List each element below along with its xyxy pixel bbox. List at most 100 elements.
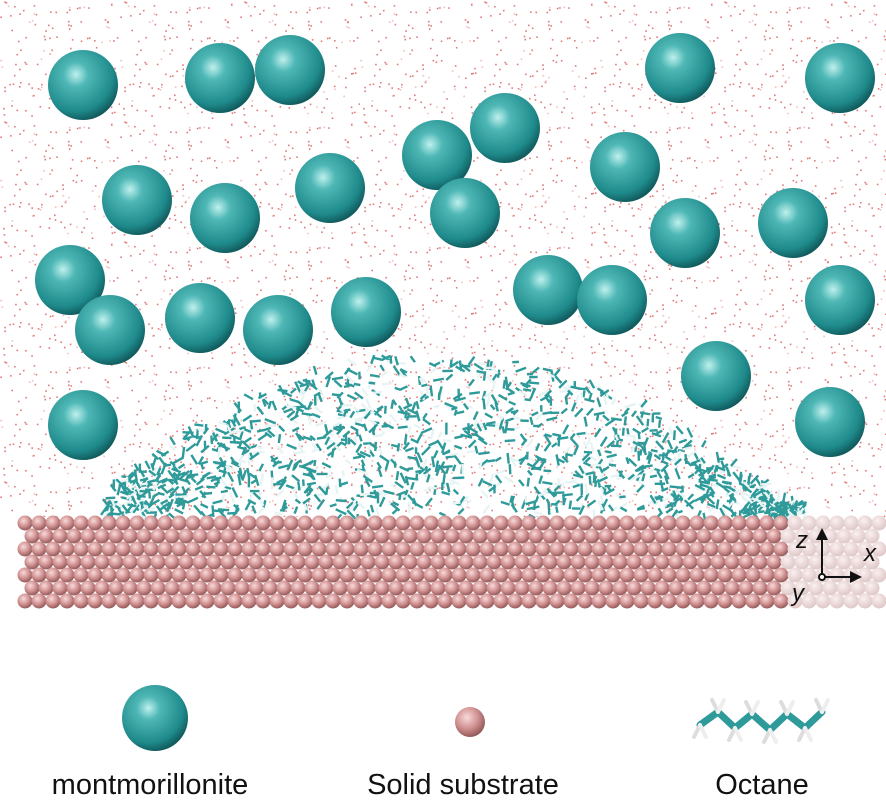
substrate-atom <box>648 542 663 557</box>
substrate-atom <box>655 555 670 570</box>
substrate-atom <box>585 555 600 570</box>
substrate-atom <box>550 542 565 557</box>
substrate-atom <box>417 529 432 544</box>
substrate-atom <box>760 516 775 531</box>
substrate-atom <box>396 516 411 531</box>
substrate-atom <box>186 594 201 609</box>
z-label: z <box>795 527 808 554</box>
octane-bond <box>293 452 305 453</box>
octane-bond <box>183 432 194 433</box>
substrate-atom <box>214 568 229 583</box>
substrate-atom <box>753 581 768 596</box>
substrate-atom <box>235 555 250 570</box>
octane-bond <box>206 487 215 488</box>
substrate-atom <box>53 581 68 596</box>
substrate-atom <box>774 594 789 609</box>
substrate-atom <box>284 542 299 557</box>
octane-bond <box>249 454 250 465</box>
substrate-atom <box>53 529 68 544</box>
substrate-atom <box>529 529 544 544</box>
substrate-atom <box>74 542 89 557</box>
substrate-atom <box>228 594 243 609</box>
substrate-atom <box>298 542 313 557</box>
substrate-atom <box>620 516 635 531</box>
montmorillonite-particle <box>805 43 875 113</box>
substrate-atom <box>739 581 754 596</box>
octane-bond <box>659 455 668 456</box>
substrate-atom <box>235 529 250 544</box>
substrate-atom <box>172 516 187 531</box>
octane-bond <box>584 452 592 453</box>
substrate-atom <box>620 568 635 583</box>
substrate-atom <box>872 594 886 609</box>
substrate-atom <box>368 568 383 583</box>
substrate-atom <box>368 516 383 531</box>
substrate-atom <box>291 581 306 596</box>
substrate-atom <box>32 516 47 531</box>
substrate-atom <box>417 555 432 570</box>
substrate-atom <box>494 516 509 531</box>
substrate-atom <box>767 581 782 596</box>
octane-bond <box>176 496 188 497</box>
substrate-atom <box>102 542 117 557</box>
substrate-atom <box>270 542 285 557</box>
octane-bond <box>779 512 787 513</box>
substrate-atom <box>634 516 649 531</box>
octane-bond <box>770 714 787 730</box>
substrate-atom <box>200 542 215 557</box>
substrate-atom <box>312 568 327 583</box>
substrate-atom <box>697 581 712 596</box>
substrate-atom <box>18 542 33 557</box>
substrate-atom <box>144 568 159 583</box>
substrate-atom <box>130 542 145 557</box>
substrate-atom <box>669 555 684 570</box>
substrate-atom <box>515 581 530 596</box>
substrate-atom <box>445 581 460 596</box>
substrate-atom <box>396 568 411 583</box>
octane-bond <box>758 511 764 512</box>
octane-bond <box>360 494 369 495</box>
octane-bond <box>498 370 499 378</box>
substrate-atom <box>354 542 369 557</box>
substrate-atom <box>319 581 334 596</box>
substrate-atom <box>382 542 397 557</box>
substrate-atom <box>669 529 684 544</box>
octane-bond <box>707 480 717 481</box>
substrate-atom <box>697 529 712 544</box>
substrate-atom <box>95 581 110 596</box>
substrate-atom <box>578 542 593 557</box>
octane-bond <box>564 498 566 504</box>
substrate-atom <box>837 529 852 544</box>
substrate-atom <box>459 555 474 570</box>
octane-bond <box>469 392 480 393</box>
substrate-atom <box>298 516 313 531</box>
octane-bond <box>651 450 658 451</box>
octane-bond <box>674 430 675 440</box>
substrate-atom <box>725 529 740 544</box>
substrate-atom <box>648 594 663 609</box>
montmorillonite-particle <box>681 341 751 411</box>
montmorillonite-particle <box>430 178 500 248</box>
octane-bond <box>805 712 822 728</box>
substrate-atom <box>361 581 376 596</box>
substrate-atom <box>25 529 40 544</box>
substrate-atom <box>627 555 642 570</box>
substrate-atom <box>767 555 782 570</box>
substrate-atom <box>340 516 355 531</box>
substrate-atom <box>858 594 873 609</box>
substrate-atom <box>60 542 75 557</box>
substrate-atom <box>25 581 40 596</box>
substrate-atom <box>732 594 747 609</box>
substrate-atom <box>102 568 117 583</box>
octane-bond <box>190 470 191 478</box>
substrate-atom <box>424 568 439 583</box>
octane-bond <box>298 482 299 491</box>
octane-bond <box>744 480 745 490</box>
octane-bond <box>407 478 419 480</box>
octane-bond <box>231 431 241 433</box>
substrate-atom <box>116 516 131 531</box>
octane-bond <box>346 435 347 444</box>
montmorillonite-particle <box>185 43 255 113</box>
octane-bond <box>405 435 406 445</box>
substrate-atom <box>683 555 698 570</box>
